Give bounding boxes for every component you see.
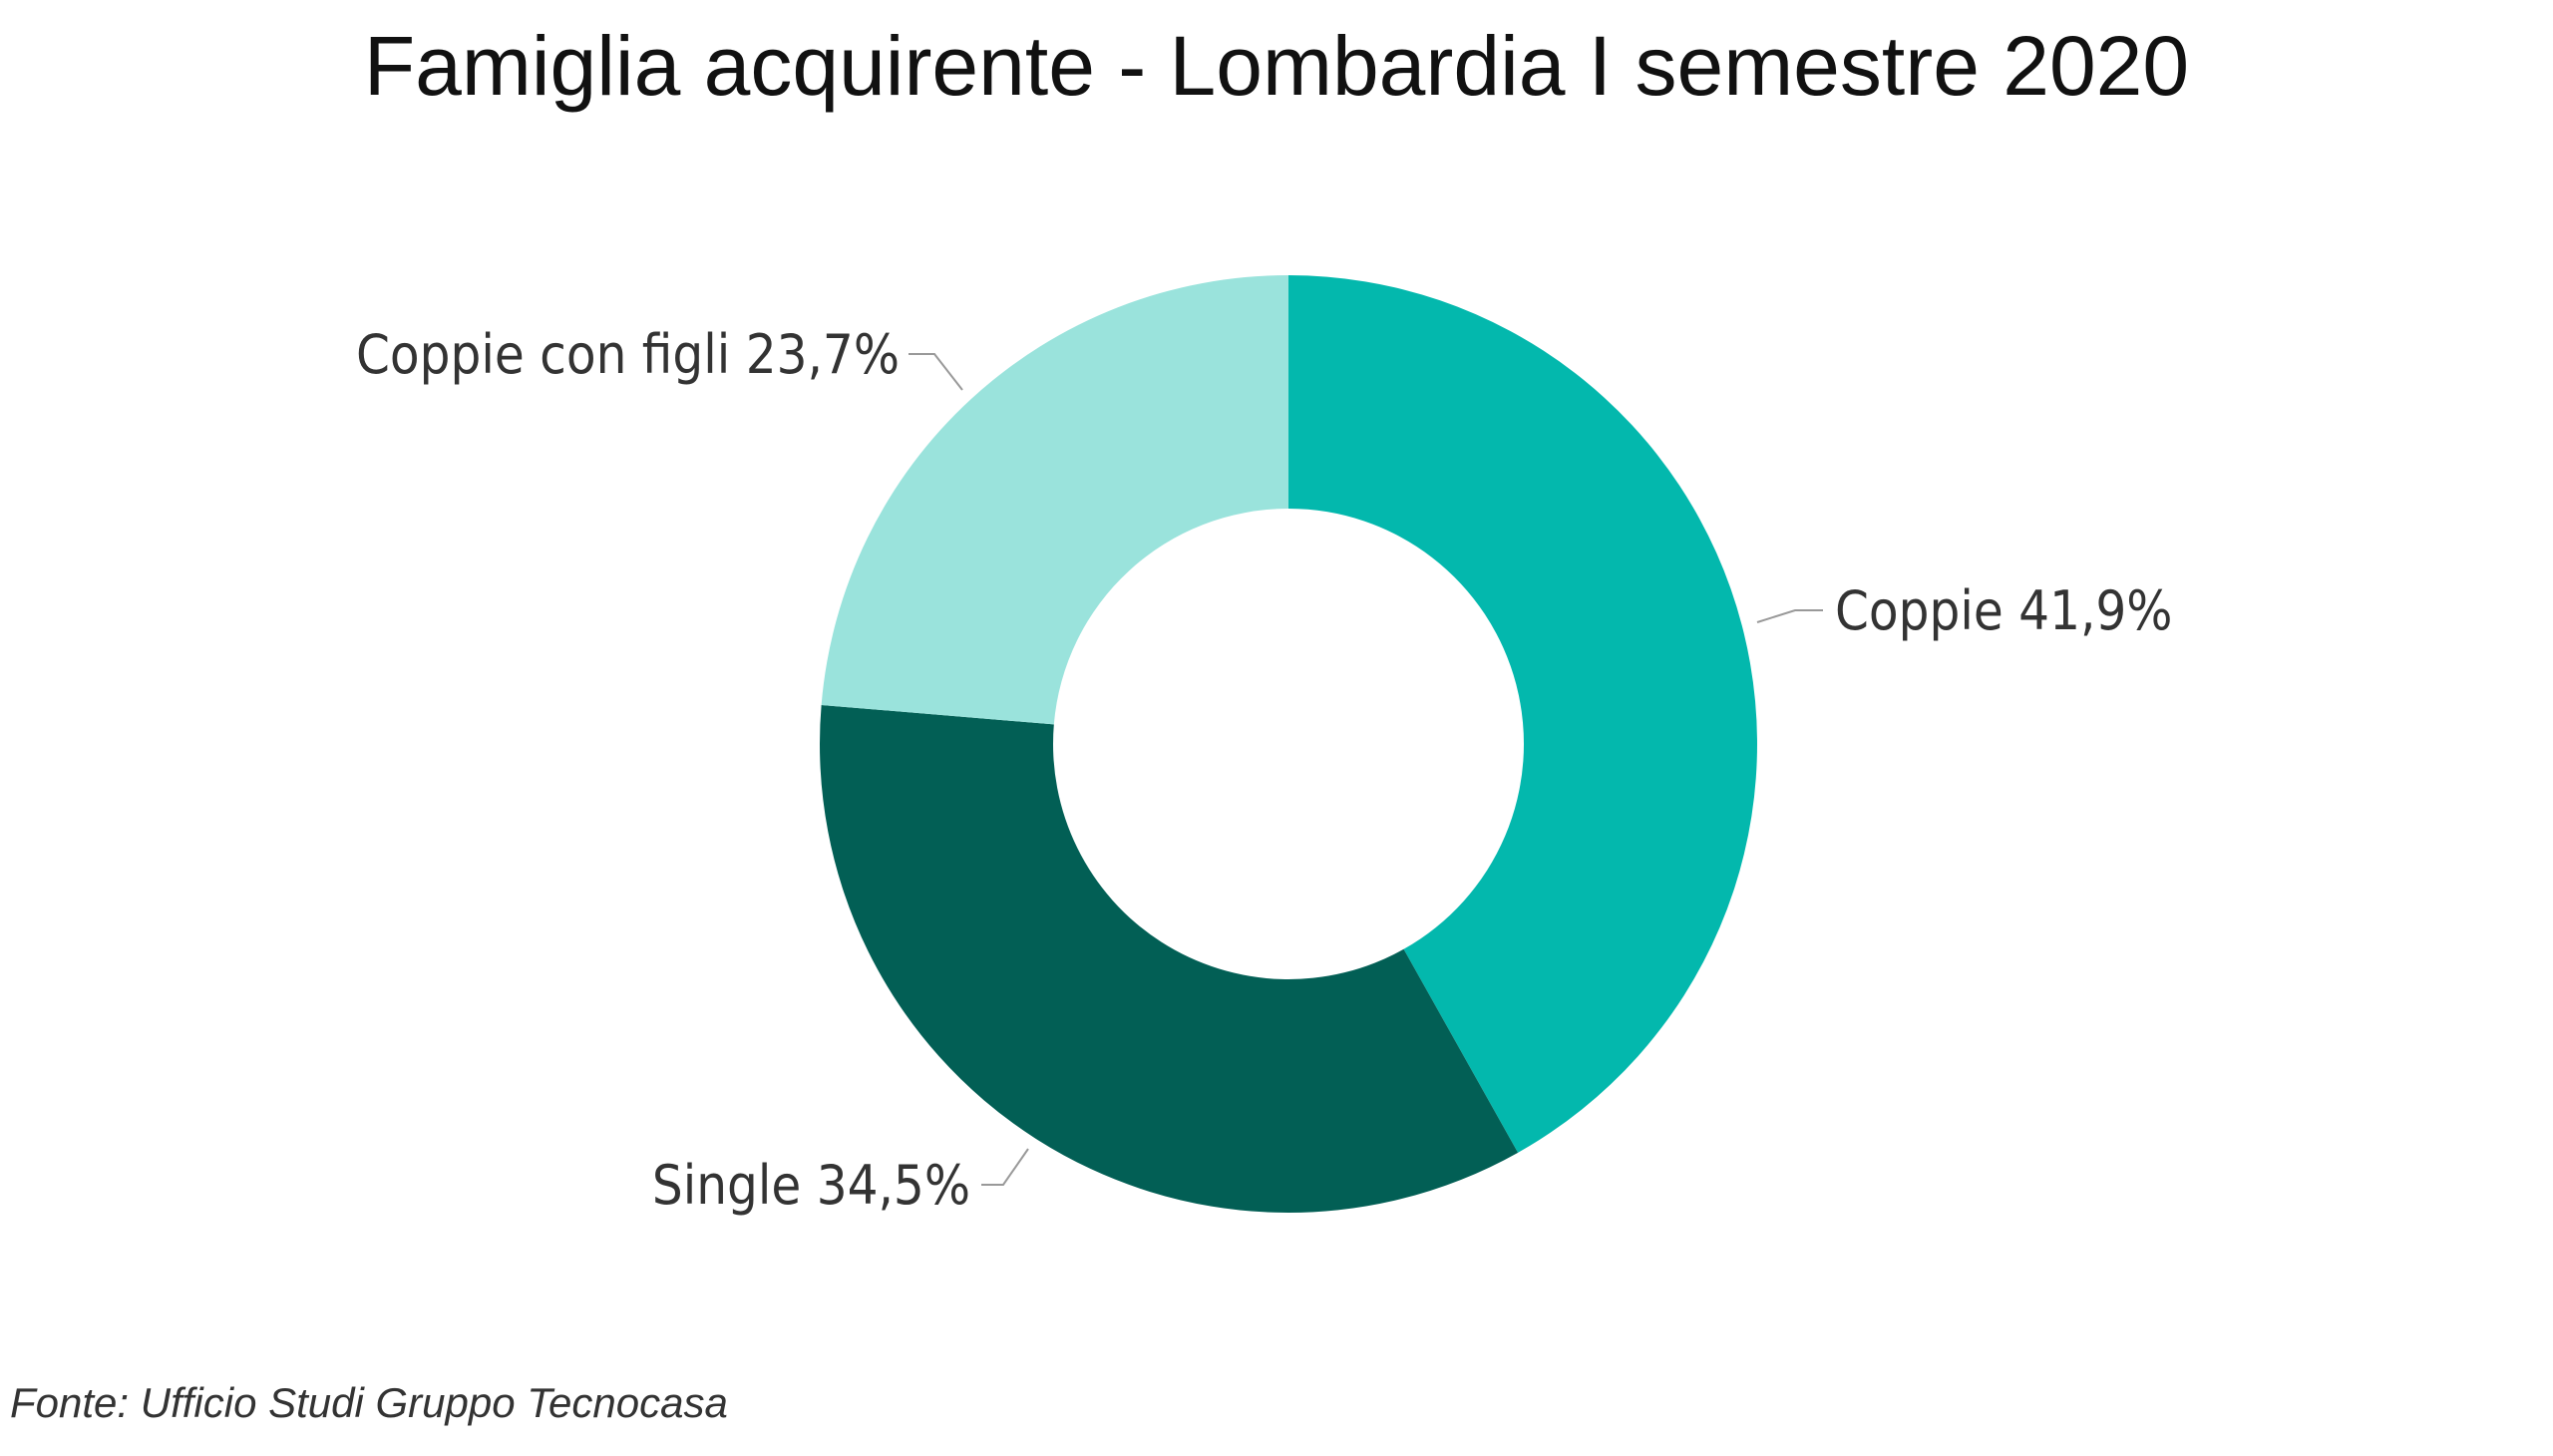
data-label-coppie-con-figli: Coppie con figli 23,7% — [356, 323, 900, 386]
source-note: Fonte: Ufficio Studi Gruppo Tecnocasa — [10, 1379, 728, 1426]
data-label-coppie: Coppie 41,9% — [1835, 579, 2172, 642]
slice-coppie — [1288, 275, 1757, 1153]
slice-coppie-con-figli — [821, 275, 1288, 725]
data-label-single: Single 34,5% — [652, 1154, 970, 1217]
chart-title: Famiglia acquirente - Lombardia I semest… — [363, 19, 2190, 113]
leader-line-coppie — [1756, 609, 1823, 623]
slice-single — [820, 704, 1519, 1213]
leader-line-single — [981, 1148, 1029, 1186]
leader-line-coppie-con-figli — [909, 353, 963, 391]
